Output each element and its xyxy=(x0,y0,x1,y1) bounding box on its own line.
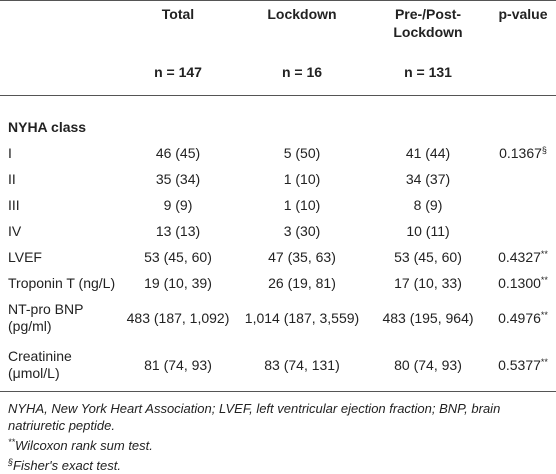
data-row: I 46 (45) 5 (50) 41 (44) 0.1367§ xyxy=(0,140,556,166)
cell: 41 (44) xyxy=(405,145,451,161)
footnote: §Fisher's exact test. xyxy=(8,454,548,474)
section-label: NYHA class xyxy=(8,119,87,135)
table-body: Total Lockdown Pre-/Post-Lockdown p-value n … xyxy=(0,1,556,392)
p-value-cell xyxy=(490,166,556,192)
cell: 8 (9) xyxy=(413,197,443,213)
n-row: n = 147 n = 16 n = 131 xyxy=(0,49,556,96)
header-cell: Total xyxy=(118,1,238,50)
cell: 26 (19, 81) xyxy=(268,275,336,291)
cell: 53 (45, 60) xyxy=(394,249,462,265)
cell: 1,014 (187, 3,559) xyxy=(244,309,360,326)
p-note: ** xyxy=(540,309,548,320)
n-count: n = 147 xyxy=(118,49,238,96)
cell: 1 (10) xyxy=(283,197,321,213)
p-value: 0.1300 xyxy=(498,275,541,291)
data-row: NT-pro BNP (pg/ml) 483 (187, 1,092) 1,014 … xyxy=(0,296,556,339)
column-header: Total xyxy=(161,6,195,22)
data-table: Total Lockdown Pre-/Post-Lockdown p-value n … xyxy=(0,0,556,392)
p-value-cell: 0.5377** xyxy=(490,339,556,392)
column-header: Pre-/Post-Lockdown xyxy=(393,6,463,40)
cell: 34 (37) xyxy=(405,171,451,187)
header-cell: Pre-/Post-Lockdown xyxy=(366,1,490,50)
cell: 19 (10, 39) xyxy=(144,275,212,291)
section-row: NYHA class xyxy=(0,96,556,141)
p-note: ** xyxy=(540,275,548,285)
footnote-text: NYHA, New York Heart Association; LVEF, … xyxy=(8,401,501,433)
n-cell xyxy=(0,49,118,96)
cell: 483 (187, 1,092) xyxy=(126,309,230,326)
p-value: 0.1367 xyxy=(499,145,542,161)
n-count: n = 16 xyxy=(238,49,366,96)
cell: 5 (50) xyxy=(283,145,321,161)
p-value-cell xyxy=(490,192,556,218)
data-row: Troponin T (ng/L) 19 (10, 39) 26 (19, 81) 1… xyxy=(0,270,556,296)
cell: 13 (13) xyxy=(155,223,201,239)
cell: 81 (74, 93) xyxy=(118,339,238,392)
cell: 47 (35, 63) xyxy=(268,249,336,265)
p-note: § xyxy=(541,145,547,155)
cell: 17 (10, 33) xyxy=(394,275,462,291)
footnote: NYHA, New York Heart Association; LVEF, … xyxy=(8,400,548,434)
p-value: 0.5377 xyxy=(498,357,541,373)
row-label: I xyxy=(8,144,12,161)
data-row: III 9 (9) 1 (10) 8 (9) xyxy=(0,192,556,218)
header-cell: p-value xyxy=(490,1,556,50)
footnote-mark: ** xyxy=(8,437,16,447)
footnote-mark: § xyxy=(8,457,14,467)
p-note: ** xyxy=(540,249,548,259)
row-label: Troponin T (ng/L) xyxy=(8,274,116,291)
footnote-text: Fisher's exact test. xyxy=(13,458,121,473)
p-value-cell: 0.4327** xyxy=(490,244,556,270)
data-row: Creatinine (μmol/L) 81 (74, 93) 83 (74, 13… xyxy=(0,339,556,392)
column-header: p-value xyxy=(498,6,548,22)
cell: 1 (10) xyxy=(283,171,321,187)
row-label: LVEF xyxy=(8,248,42,265)
p-value-cell: 0.4976** xyxy=(490,296,556,339)
data-row: IV 13 (13) 3 (30) 10 (11) xyxy=(0,218,556,244)
cell: 3 (30) xyxy=(283,223,321,239)
p-value: 0.4976 xyxy=(498,309,541,326)
cell: 35 (34) xyxy=(155,171,201,187)
row-label: II xyxy=(8,170,16,187)
cell: 53 (45, 60) xyxy=(144,249,212,265)
cell: 83 (74, 131) xyxy=(238,339,366,392)
header-cell: Lockdown xyxy=(238,1,366,50)
footnote: **Wilcoxon rank sum test. xyxy=(8,434,548,454)
cell: 80 (74, 93) xyxy=(366,339,490,392)
data-row: II 35 (34) 1 (10) 34 (37) xyxy=(0,166,556,192)
p-value-cell xyxy=(490,218,556,244)
cell: 9 (9) xyxy=(163,197,193,213)
row-label: NT-pro BNP (pg/ml) xyxy=(8,300,84,334)
row-label: IV xyxy=(8,222,22,239)
row-label: Creatinine (μmol/L) xyxy=(0,339,118,392)
footnotes: NYHA, New York Heart Association; LVEF, … xyxy=(0,392,556,474)
n-count: n = 131 xyxy=(366,49,490,96)
cell: 483 (195, 964) xyxy=(382,309,474,326)
data-row: LVEF 53 (45, 60) 47 (35, 63) 53 (45, 60) 0.4… xyxy=(0,244,556,270)
column-header: Lockdown xyxy=(267,6,337,22)
cell: 10 (11) xyxy=(406,223,450,239)
p-value: 0.4327 xyxy=(498,249,541,265)
n-cell xyxy=(490,49,556,96)
row-label: III xyxy=(8,196,20,213)
p-value-cell: 0.1300** xyxy=(490,270,556,296)
p-note: ** xyxy=(540,357,548,367)
header-cell xyxy=(0,1,118,50)
cell: 46 (45) xyxy=(155,145,201,161)
footnote-text: Wilcoxon rank sum test. xyxy=(15,438,153,453)
header-row: Total Lockdown Pre-/Post-Lockdown p-value xyxy=(0,1,556,50)
p-value-cell: 0.1367§ xyxy=(490,140,556,166)
